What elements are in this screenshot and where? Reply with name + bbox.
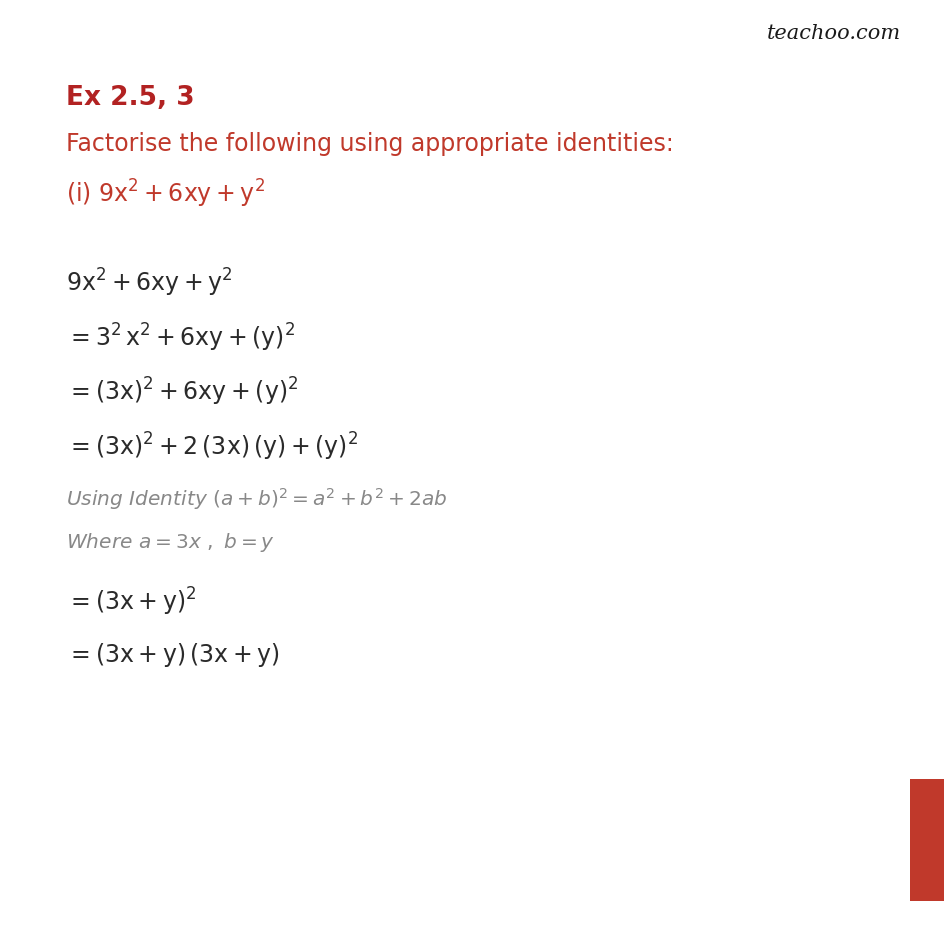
Text: Factorise the following using appropriate identities:: Factorise the following using appropriat… <box>66 132 673 156</box>
Text: $\mathregular{= (3x)^2 + 2\,(3x)\,(y) +(y)^2}$: $\mathregular{= (3x)^2 + 2\,(3x)\,(y) +(… <box>66 430 358 463</box>
Text: $\mathregular{= 3^2\,x^2 + 6xy +(y)^2}$: $\mathregular{= 3^2\,x^2 + 6xy +(y)^2}$ <box>66 321 295 353</box>
Text: $\mathregular{= (3x + y)^2}$: $\mathregular{= (3x + y)^2}$ <box>66 585 196 617</box>
Text: (i) $\mathregular{9x^2 + 6xy + y^2}$: (i) $\mathregular{9x^2 + 6xy + y^2}$ <box>66 177 265 210</box>
Text: $\mathregular{9x^2 + 6xy + y^2}$: $\mathregular{9x^2 + 6xy + y^2}$ <box>66 266 232 298</box>
Text: teachoo.com: teachoo.com <box>766 24 900 42</box>
Text: $\mathregular{= (3x)^2 + 6xy +(y)^2}$: $\mathregular{= (3x)^2 + 6xy +(y)^2}$ <box>66 376 298 408</box>
Text: $\mathit{Using\ Identity\ (a + b)^2 = a^2 + b^2 + 2ab}$: $\mathit{Using\ Identity\ (a + b)^2 = a^… <box>66 485 447 511</box>
Text: $\mathit{Where\ a = 3x\ ,\ b = y}$: $\mathit{Where\ a = 3x\ ,\ b = y}$ <box>66 531 275 553</box>
Text: $\mathregular{= (3x + y)\,(3x + y)}$: $\mathregular{= (3x + y)\,(3x + y)}$ <box>66 640 279 668</box>
Bar <box>909 779 944 902</box>
Text: Ex 2.5, 3: Ex 2.5, 3 <box>66 85 194 111</box>
